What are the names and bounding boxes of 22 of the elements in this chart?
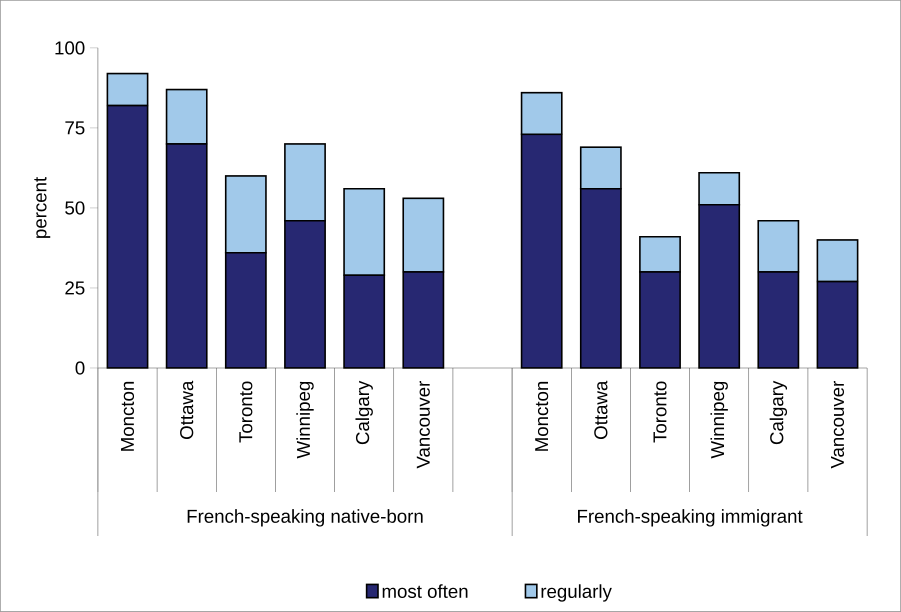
text: French-speaking native-born <box>188 509 423 527</box>
x-tick-label: Ottawa <box>180 380 194 440</box>
text: French-speaking immigrant <box>578 509 803 527</box>
y-tick-label: 0 <box>76 361 84 375</box>
x-tick-label: Vancouver <box>831 381 844 469</box>
x-tick-label: Calgary <box>355 380 373 444</box>
x-tick-label: Winnipeg <box>710 382 728 458</box>
legend-label: most often <box>382 584 468 598</box>
y-tick-label: 25 <box>65 281 84 295</box>
x-tick-label: Toronto <box>654 382 667 443</box>
x-tick-label: Vancouver <box>416 381 430 469</box>
y-axis-title: percent <box>34 176 50 238</box>
y-tick-label: 100 <box>55 41 84 55</box>
x-tick-label: Moncton <box>120 382 134 451</box>
x-tick-label: Moncton <box>535 382 548 451</box>
y-tick-label: 75 <box>65 121 84 134</box>
x-tick-label: Ottawa <box>594 380 608 440</box>
x-tick-label: Calgary <box>770 380 788 444</box>
x-tick-label: Toronto <box>239 382 252 443</box>
x-tick-label: Winnipeg <box>296 382 314 458</box>
y-tick-label: 50 <box>65 201 84 215</box>
legend-label: regularly <box>542 584 612 602</box>
